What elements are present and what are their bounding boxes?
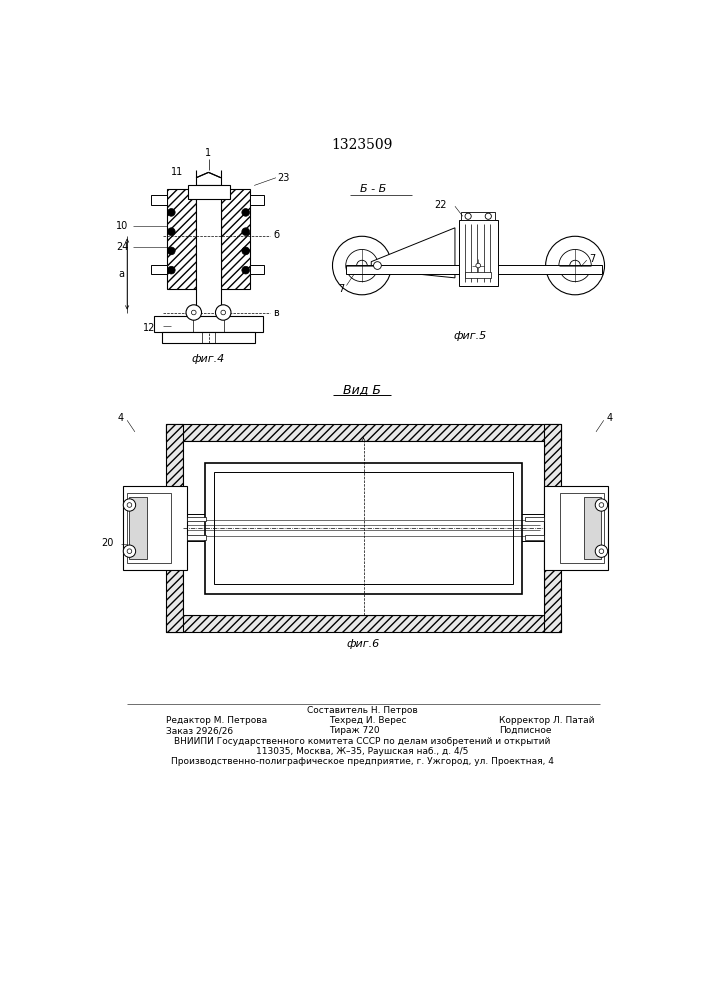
- Circle shape: [595, 499, 607, 511]
- Circle shape: [373, 262, 381, 269]
- Circle shape: [221, 310, 226, 315]
- Circle shape: [127, 503, 132, 507]
- Circle shape: [465, 213, 472, 219]
- Text: фиг.5: фиг.5: [454, 331, 487, 341]
- Bar: [221, 189, 250, 289]
- Circle shape: [599, 549, 604, 554]
- Text: ВНИИПИ Государственного комитета СССР по делам изобретений и открытий: ВНИИПИ Государственного комитета СССР по…: [174, 737, 550, 746]
- Bar: [204, 463, 522, 594]
- Bar: [183, 514, 544, 541]
- Bar: [151, 265, 167, 274]
- Bar: [459, 220, 498, 286]
- Bar: [461, 212, 495, 220]
- Circle shape: [346, 249, 378, 282]
- Bar: [250, 265, 264, 274]
- Polygon shape: [371, 228, 455, 278]
- Text: в: в: [274, 308, 279, 318]
- Circle shape: [546, 236, 604, 295]
- Text: 4: 4: [118, 413, 124, 423]
- Text: Составитель Н. Петров: Составитель Н. Петров: [307, 706, 417, 715]
- Text: 11: 11: [170, 167, 183, 177]
- Circle shape: [123, 499, 136, 511]
- Circle shape: [570, 260, 580, 271]
- Bar: [196, 185, 221, 332]
- Bar: [465, 272, 491, 278]
- Polygon shape: [129, 497, 146, 559]
- Text: Вид Б: Вид Б: [343, 383, 381, 396]
- Bar: [525, 535, 544, 540]
- Bar: [544, 424, 561, 632]
- Bar: [123, 486, 187, 570]
- Text: Техред И. Верес: Техред И. Верес: [329, 716, 406, 725]
- Text: Редактор М. Петрова: Редактор М. Петрова: [166, 716, 267, 725]
- Circle shape: [599, 503, 604, 507]
- Text: 1323509: 1323509: [332, 138, 392, 152]
- Text: а: а: [118, 269, 124, 279]
- Text: Подписное: Подписное: [499, 726, 551, 735]
- Bar: [346, 265, 602, 274]
- Circle shape: [168, 247, 175, 255]
- Bar: [166, 424, 561, 441]
- Text: Производственно-полиграфическое предприятие, г. Ужгород, ул. Проектная, 4: Производственно-полиграфическое предприя…: [170, 757, 554, 766]
- Bar: [187, 517, 206, 521]
- Circle shape: [168, 266, 175, 274]
- Text: фиг.4: фиг.4: [192, 354, 225, 364]
- Bar: [162, 332, 255, 343]
- Text: 7: 7: [338, 284, 344, 294]
- Circle shape: [123, 545, 136, 557]
- Circle shape: [192, 310, 196, 315]
- Text: Тираж 720: Тираж 720: [329, 726, 379, 735]
- Bar: [151, 195, 167, 205]
- Bar: [544, 486, 607, 570]
- Bar: [214, 472, 513, 584]
- Text: 22: 22: [435, 200, 448, 210]
- Text: б: б: [274, 231, 280, 240]
- Text: 20: 20: [102, 538, 114, 548]
- Circle shape: [242, 247, 250, 255]
- Text: Б - Б: Б - Б: [361, 184, 387, 194]
- Circle shape: [168, 209, 175, 216]
- Circle shape: [168, 228, 175, 235]
- Text: 10: 10: [117, 221, 129, 231]
- Bar: [250, 195, 264, 205]
- Text: 23: 23: [277, 173, 290, 183]
- Text: Корректор Л. Патай: Корректор Л. Патай: [499, 716, 595, 725]
- Bar: [187, 535, 206, 540]
- Text: Заказ 2926/26: Заказ 2926/26: [166, 726, 233, 735]
- Polygon shape: [585, 497, 602, 559]
- Circle shape: [332, 236, 392, 295]
- Bar: [154, 316, 263, 332]
- Circle shape: [127, 549, 132, 554]
- Bar: [166, 424, 183, 632]
- Bar: [167, 189, 196, 289]
- Text: 7: 7: [589, 254, 595, 264]
- Text: фиг.6: фиг.6: [347, 639, 380, 649]
- Text: 1: 1: [206, 148, 211, 158]
- Circle shape: [242, 266, 250, 274]
- Bar: [166, 615, 561, 632]
- Text: 12: 12: [143, 323, 155, 333]
- Text: 4: 4: [607, 413, 613, 423]
- Circle shape: [559, 249, 591, 282]
- Bar: [559, 493, 604, 563]
- Text: 113035, Москва, Ж–35, Раушская наб., д. 4/5: 113035, Москва, Ж–35, Раушская наб., д. …: [256, 747, 468, 756]
- Circle shape: [216, 305, 231, 320]
- Bar: [187, 185, 230, 199]
- Bar: [183, 441, 544, 615]
- Circle shape: [186, 305, 201, 320]
- Circle shape: [485, 213, 491, 219]
- Circle shape: [476, 263, 481, 268]
- Bar: [127, 493, 171, 563]
- Circle shape: [595, 545, 607, 557]
- Bar: [525, 517, 544, 521]
- Circle shape: [356, 260, 367, 271]
- Circle shape: [242, 228, 250, 235]
- Text: 24: 24: [116, 242, 129, 252]
- Circle shape: [242, 209, 250, 216]
